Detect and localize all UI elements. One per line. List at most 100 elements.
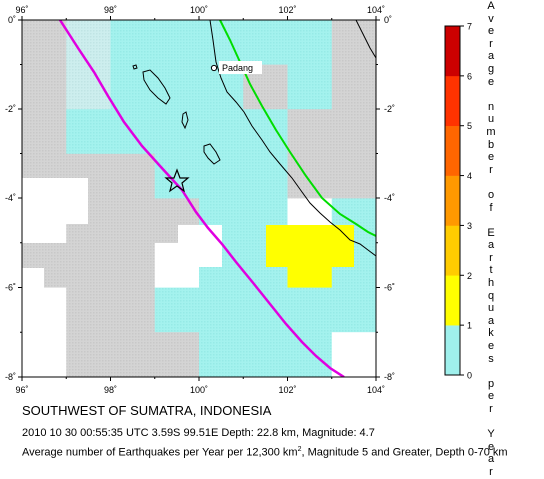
scale-segment [445,325,460,376]
scale-title-letter: q [487,289,495,302]
lat-label-left: -2˚ [5,104,16,114]
scale-title-letter: a [487,239,495,252]
scale-title-letter: g [487,62,495,75]
scale-title-letter: e [487,440,495,453]
lat-label-right: 0˚ [384,15,392,25]
scale-segment [445,125,460,176]
coastlines [132,20,376,257]
star-icon [164,168,190,193]
grid-cell [154,332,200,377]
grid-cell [331,109,376,155]
lon-label-bottom: 100˚ [190,385,208,395]
grid-cell [331,332,376,377]
scale-label: 1 [467,321,472,331]
scale-title-letter: e [487,25,495,38]
lon-label-top: 104˚ [367,5,385,15]
lat-label-right: -6˚ [384,283,395,293]
scale-title-letter: f [489,201,493,214]
scale-title-letter: r [489,465,493,478]
grid-cell [243,109,288,155]
grid-cell [22,20,67,66]
scale-title-letter: u [487,113,495,126]
grid-cell [199,20,244,66]
padang-marker [210,64,218,72]
scale-title-letter: n [487,100,495,113]
lat-label-left: -8˚ [5,372,16,382]
sumatra-coastline [209,20,376,257]
event-details: 2010 10 30 00:55:35 UTC 3.59S 99.51E Dep… [22,427,375,439]
scale-title-letter: a [487,314,495,327]
scale-title-letter: r [489,37,493,50]
grid-cell [66,243,111,289]
map-description: Average number of Earthquakes per Year p… [22,446,508,459]
grid-cell-empty [178,225,222,267]
lat-label-left: -4˚ [5,193,16,203]
scale-segment [445,175,460,226]
scale-title-letter: A [487,0,495,12]
lon-label-top: 98˚ [104,5,117,15]
grid-cell [66,332,111,377]
lat-label-left: -6˚ [5,283,16,293]
lon-label-bottom: 98˚ [104,385,117,395]
lon-label-bottom: 104˚ [367,385,385,395]
grid-cell-empty [22,178,88,224]
grid-cell [66,20,111,66]
pagai-islands [203,143,221,165]
grid-cell [243,20,288,66]
grid-cell [243,153,288,199]
siberut-island [142,69,171,105]
grid-cell [243,332,288,377]
color-scale-labels: 7 6 5 4 3 2 1 0 [467,22,472,381]
scale-title-letter: r [489,403,493,415]
grid-cell [66,109,111,155]
lon-label-bottom: 102˚ [278,385,296,395]
sipora-island [181,111,189,130]
scale-label: 2 [467,271,472,281]
grid-cell [110,198,156,244]
scale-label: 6 [467,71,472,81]
grid-cell [22,64,67,110]
grid-cell [287,20,333,66]
grid-cell [287,64,333,110]
scale-title-letter: s [488,352,494,365]
scale-segment [445,275,460,326]
seismicity-grid [22,20,376,377]
lon-label-top: 102˚ [278,5,296,15]
grid-cell [154,153,200,199]
grid-cell [110,153,156,199]
scale-title-letter: v [488,12,494,25]
grid-cell [199,109,244,155]
scale-title-letter: e [487,340,495,353]
seismicity-map: Padang 96˚96˚98˚98˚100˚100˚102˚102˚104˚1… [5,5,472,395]
scale-title-letter: r [489,251,493,264]
lon-label-top: 100˚ [190,5,208,15]
scale-title-letter: h [487,277,495,290]
grid-cell [287,109,333,155]
grid-cell [66,64,111,110]
scale-title-letter [484,176,498,189]
grid-cell [199,153,244,199]
grid-cell [287,287,333,333]
scale-segment [445,75,460,127]
scale-segment [445,26,460,77]
lat-label-right: -8˚ [384,372,395,382]
scale-title-letter: b [487,138,495,151]
color-scale-bar [444,25,464,376]
scale-title-letter: o [487,188,495,201]
grid-cell [154,20,200,66]
scale-title-letter [484,88,498,101]
scale-title-letter: t [489,264,493,277]
grid-cell [154,64,200,110]
grid-cell [154,287,200,333]
grid-cell [331,64,376,110]
padang-label: Padang [222,63,253,73]
scale-title-letter: p [487,377,495,390]
scale-title-letter [484,416,498,429]
grid-cell [110,243,156,289]
scale-frame [444,25,461,376]
scale-title-letter [484,365,498,378]
grid-cell [331,20,376,66]
lon-label-top: 96˚ [15,5,28,15]
grid-cell [110,20,156,66]
